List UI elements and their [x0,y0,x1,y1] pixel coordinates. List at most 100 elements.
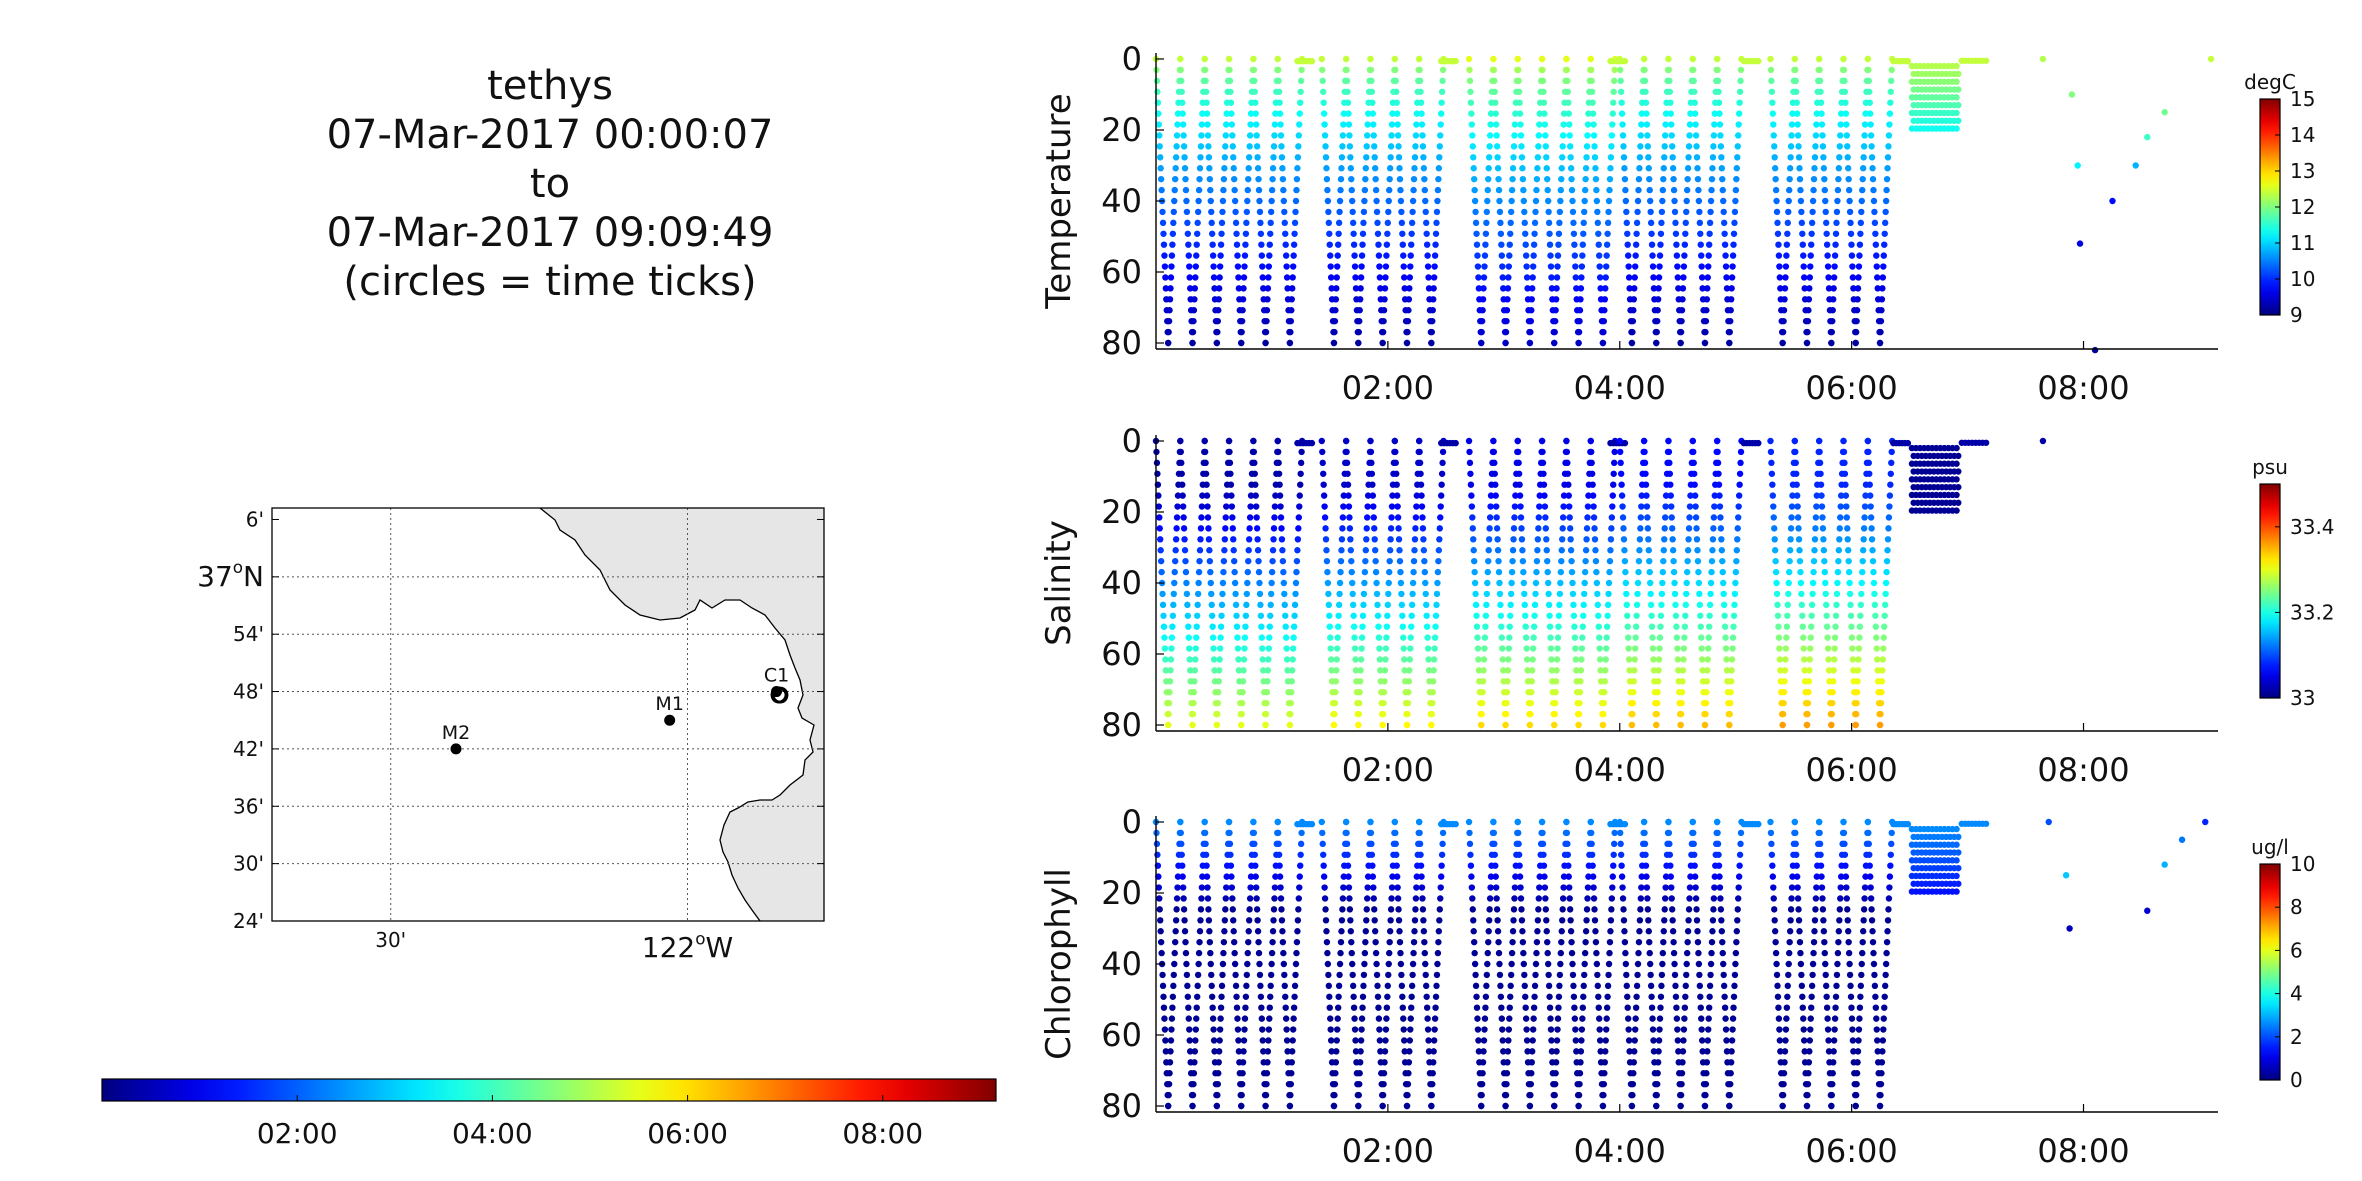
data-point [1479,307,1486,314]
data-point [1806,667,1813,674]
data-point [1780,307,1788,314]
data-point [1272,110,1279,117]
data-point [1576,307,1584,314]
data-point [1376,274,1384,281]
data-point [1593,186,1600,194]
data-point [1297,840,1305,848]
data-point [1590,121,1597,128]
data-point [1338,165,1345,172]
data-point [1846,971,1854,979]
data-point [1386,557,1393,565]
data-point [1726,339,1733,347]
data-point [1637,906,1644,913]
data-point [1345,873,1352,880]
data-point [1400,1026,1407,1033]
data-point [1344,481,1352,488]
data-point [1167,274,1175,281]
data-point [1596,1037,1604,1044]
data-point [1789,492,1796,499]
data-point [1371,525,1378,532]
data-point [1502,1102,1509,1110]
data-point [1322,906,1329,913]
data-point [1731,601,1738,609]
data-point [1540,851,1547,858]
data-point [1204,895,1212,902]
data-point [1570,219,1577,227]
data-point [1219,971,1226,979]
data-point [1853,317,1860,325]
data-point [1527,328,1534,336]
data-point [1835,165,1843,172]
data-point [1421,557,1428,565]
data-point [1185,623,1192,630]
data-point [1335,219,1343,227]
data-point [1491,459,1498,467]
data-point [1266,623,1273,630]
data-point [1434,579,1441,587]
data-point [1282,993,1289,1000]
data-point [1577,667,1585,674]
data-point [1787,525,1795,532]
data-point [1254,165,1262,172]
data-point [1859,938,1866,946]
data-point [1654,699,1661,707]
data-point [1636,547,1643,554]
data-point [1492,862,1499,869]
data-point [1720,601,1728,609]
data-point [1499,274,1506,281]
data-point [1641,840,1649,848]
data-point [1494,536,1501,543]
data-point [1689,55,1696,63]
data-point [1240,656,1248,663]
data-point [1510,143,1518,150]
data-point [1836,525,1843,532]
data-point [1527,1080,1535,1088]
data-point [1509,928,1517,935]
data-point [1698,645,1705,652]
data-point [1322,154,1330,161]
data-point [1571,634,1579,641]
data-point [1529,274,1536,281]
data-point [1768,77,1775,85]
data-point [1618,481,1625,488]
data-point [1629,710,1636,718]
data-point [1866,481,1873,488]
data-point [1774,993,1782,1000]
data-point [1380,1080,1387,1088]
data-point [1755,57,1762,65]
data-point [1192,274,1199,281]
data-point [1569,197,1576,205]
data-point [1208,590,1215,598]
data-point [1710,906,1717,913]
data-point [1560,121,1567,128]
data-point [1848,1004,1855,1011]
data-point [1383,634,1390,641]
data-point [1793,110,1801,117]
data-point [1538,818,1546,826]
data-point [1234,645,1242,652]
data-point [1435,165,1443,172]
data-point [1241,634,1249,641]
data-point [1219,590,1226,598]
data-point [1326,612,1333,619]
data-point [1691,492,1699,499]
data-point [1263,317,1270,325]
data-point [1717,143,1725,150]
data-point [1429,307,1436,314]
data-point [1274,55,1281,63]
data-point [1385,960,1392,968]
data-point [1199,492,1206,499]
data-point [1343,448,1350,456]
data-point [1668,143,1676,150]
data-point [1887,862,1894,869]
data-point [1544,568,1551,576]
data-point [1265,263,1273,270]
data-point [1290,1015,1297,1022]
data-point [1288,1059,1295,1066]
y-tick-label: 40 [1101,945,1142,983]
y-tick-label: 0 [1122,803,1142,841]
data-point [1214,1080,1222,1088]
y-tick-label: 80 [1101,324,1142,362]
data-point [1204,503,1211,510]
data-point [1609,492,1616,499]
